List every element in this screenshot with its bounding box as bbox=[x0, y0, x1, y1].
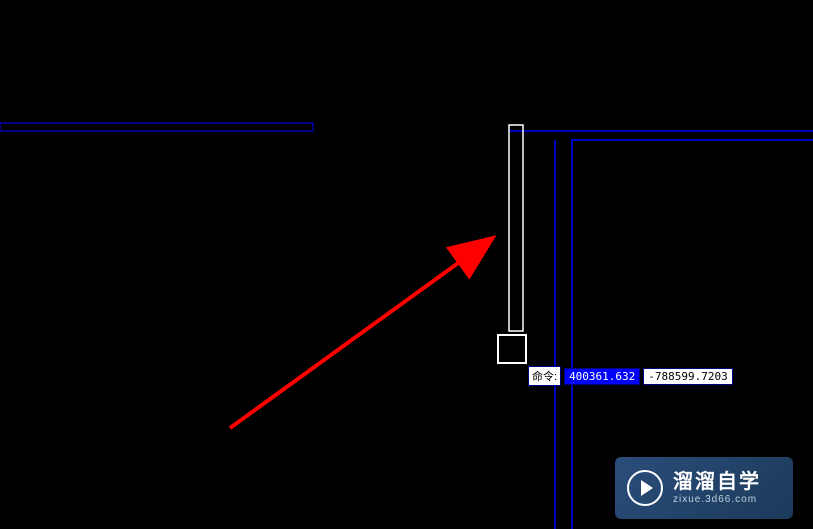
watermark-subtitle: zixue.3d66.com bbox=[673, 494, 761, 506]
coordinate-y-input[interactable]: -788599.7203 bbox=[643, 368, 732, 385]
command-label: 命令: bbox=[528, 366, 561, 386]
watermark-badge: 溜溜自学 zixue.3d66.com bbox=[615, 457, 793, 519]
watermark-title: 溜溜自学 bbox=[673, 470, 761, 494]
play-icon bbox=[627, 470, 663, 506]
cad-drawing-canvas[interactable]: 命令: 400361.632 -788599.7203 溜溜自学 zixue.3… bbox=[0, 0, 813, 529]
cad-vectors bbox=[0, 0, 813, 529]
dynamic-input-group: 命令: 400361.632 -788599.7203 bbox=[528, 366, 733, 386]
coordinate-x-input[interactable]: 400361.632 bbox=[564, 368, 640, 385]
